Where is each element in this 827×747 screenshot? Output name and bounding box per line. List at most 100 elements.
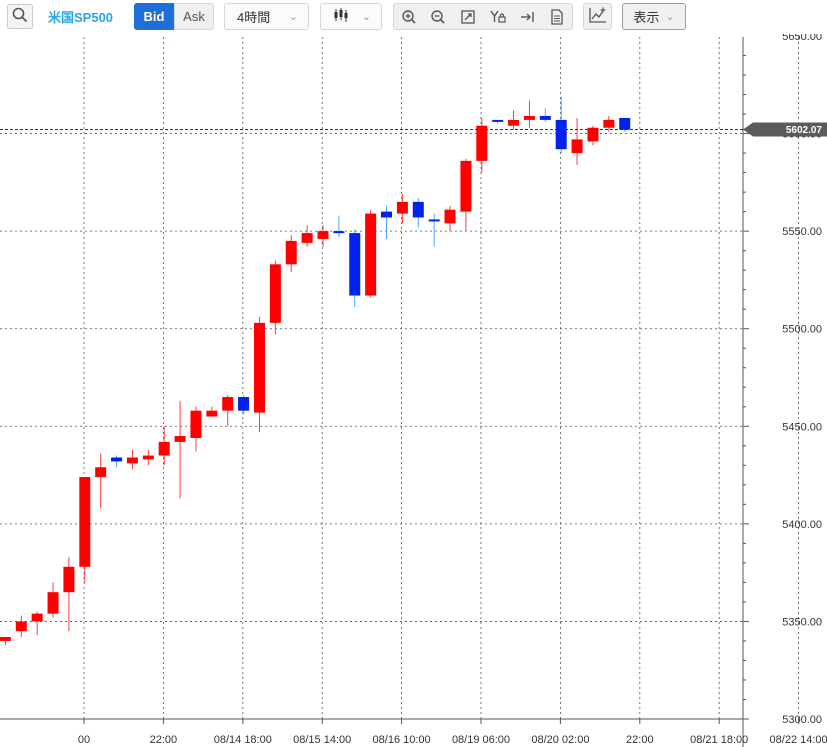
candle <box>539 108 551 122</box>
candle <box>142 449 154 466</box>
candle <box>381 205 393 239</box>
chart-grid <box>0 37 800 719</box>
candle <box>95 453 107 509</box>
time-axis: 00 22:00 08/14 18:00 08/15 14:00 08/16 10:00… <box>0 718 827 746</box>
candle-body <box>0 637 11 641</box>
candle-body <box>444 209 456 224</box>
chart-toolbar: 米国SP500 Bid Ask 4時間 ⌄ ⌄ <box>0 0 827 34</box>
jump-to-latest-icon[interactable] <box>516 6 538 28</box>
candle-body <box>349 233 361 296</box>
zoom-in-icon[interactable] <box>398 6 420 28</box>
candle-body <box>428 219 440 222</box>
candle-body <box>460 160 472 212</box>
candle <box>206 406 218 417</box>
candle <box>603 116 615 132</box>
candles <box>0 96 631 645</box>
candle-body <box>603 119 615 128</box>
candle <box>396 194 408 224</box>
candle <box>492 119 504 124</box>
candle-body <box>333 231 345 234</box>
chart-type-select[interactable]: ⌄ <box>320 3 382 30</box>
y-tick-label: 5500.00 <box>782 324 822 336</box>
candle <box>523 100 535 128</box>
candle <box>476 117 488 173</box>
x-tick-label: 08/20 02:00 <box>531 734 589 746</box>
candle-body <box>47 592 59 614</box>
candle-body <box>555 119 567 150</box>
ask-button[interactable]: Ask <box>174 3 214 30</box>
candle <box>47 582 59 618</box>
search-button[interactable] <box>7 4 33 29</box>
candle <box>79 477 91 583</box>
candle-body <box>285 240 297 265</box>
candle-body <box>206 410 218 417</box>
candle <box>0 637 11 645</box>
interval-select[interactable]: 4時間 ⌄ <box>224 3 309 30</box>
candle <box>301 225 313 247</box>
candle-body <box>15 621 27 632</box>
candle <box>111 455 123 468</box>
y-tick-label: 5400.00 <box>782 519 822 531</box>
candle-body <box>111 457 123 462</box>
candle-body <box>31 613 43 622</box>
current-price-badge <box>743 122 827 137</box>
y-tick-label: 5550.00 <box>782 226 822 238</box>
candle-body <box>476 125 488 161</box>
candle-body <box>539 116 551 120</box>
candle-body <box>587 127 599 142</box>
current-price-tag: 5602.07 <box>0 122 827 137</box>
candle-body <box>253 322 265 413</box>
candle <box>158 426 170 466</box>
display-label: 表示 <box>633 10 660 25</box>
candle <box>31 611 43 636</box>
candle <box>269 260 281 335</box>
symbol-selector[interactable]: 米国SP500 <box>48 9 114 25</box>
candle-body <box>174 436 186 442</box>
x-tick-label: 08/21 18:00 <box>690 734 748 746</box>
x-tick-label: 08/15 14:00 <box>293 734 351 746</box>
candle <box>190 406 202 452</box>
candle-body <box>158 441 170 456</box>
candle-body <box>222 397 234 411</box>
candlestick-icon <box>333 8 349 25</box>
y-tick-label: 5300.00 <box>782 714 822 726</box>
x-tick-label: 08/22 14:00 <box>770 734 827 746</box>
candle-body <box>142 455 154 460</box>
candle-body <box>79 477 91 567</box>
add-indicator-button[interactable] <box>583 3 612 30</box>
candle <box>285 235 297 273</box>
candle <box>460 158 472 232</box>
interval-value: 4時間 <box>237 10 271 25</box>
candle-body <box>412 201 424 218</box>
search-icon <box>12 7 28 26</box>
chevron-down-icon: ⌄ <box>288 11 298 23</box>
add-indicator-icon <box>588 7 607 26</box>
candle <box>15 615 27 638</box>
candle <box>587 125 599 146</box>
candle <box>126 449 138 470</box>
candle <box>238 395 250 415</box>
candle-body <box>571 139 583 154</box>
candle-body <box>63 566 75 593</box>
zoom-out-icon[interactable] <box>427 6 449 28</box>
double-chevron-down-icon: ⌄ <box>665 11 675 23</box>
y-axis-lock-icon[interactable] <box>487 6 509 28</box>
bid-button[interactable]: Bid <box>134 3 174 30</box>
y-tick-label: 5350.00 <box>782 616 822 628</box>
candle-body <box>508 119 520 126</box>
fit-screen-icon[interactable] <box>457 6 479 28</box>
document-icon[interactable] <box>546 6 568 28</box>
candle <box>444 205 456 232</box>
candle <box>333 215 345 237</box>
display-menu-button[interactable]: 表示 ⌄ <box>622 3 686 30</box>
candle-body <box>301 233 313 243</box>
candle <box>571 117 583 165</box>
x-tick-label: 22:00 <box>150 734 178 746</box>
chevron-down-icon: ⌄ <box>361 11 371 23</box>
candle-body <box>381 211 393 218</box>
candle <box>619 117 631 132</box>
candle-body <box>523 116 535 120</box>
candle-body <box>396 201 408 214</box>
candle <box>317 225 329 247</box>
